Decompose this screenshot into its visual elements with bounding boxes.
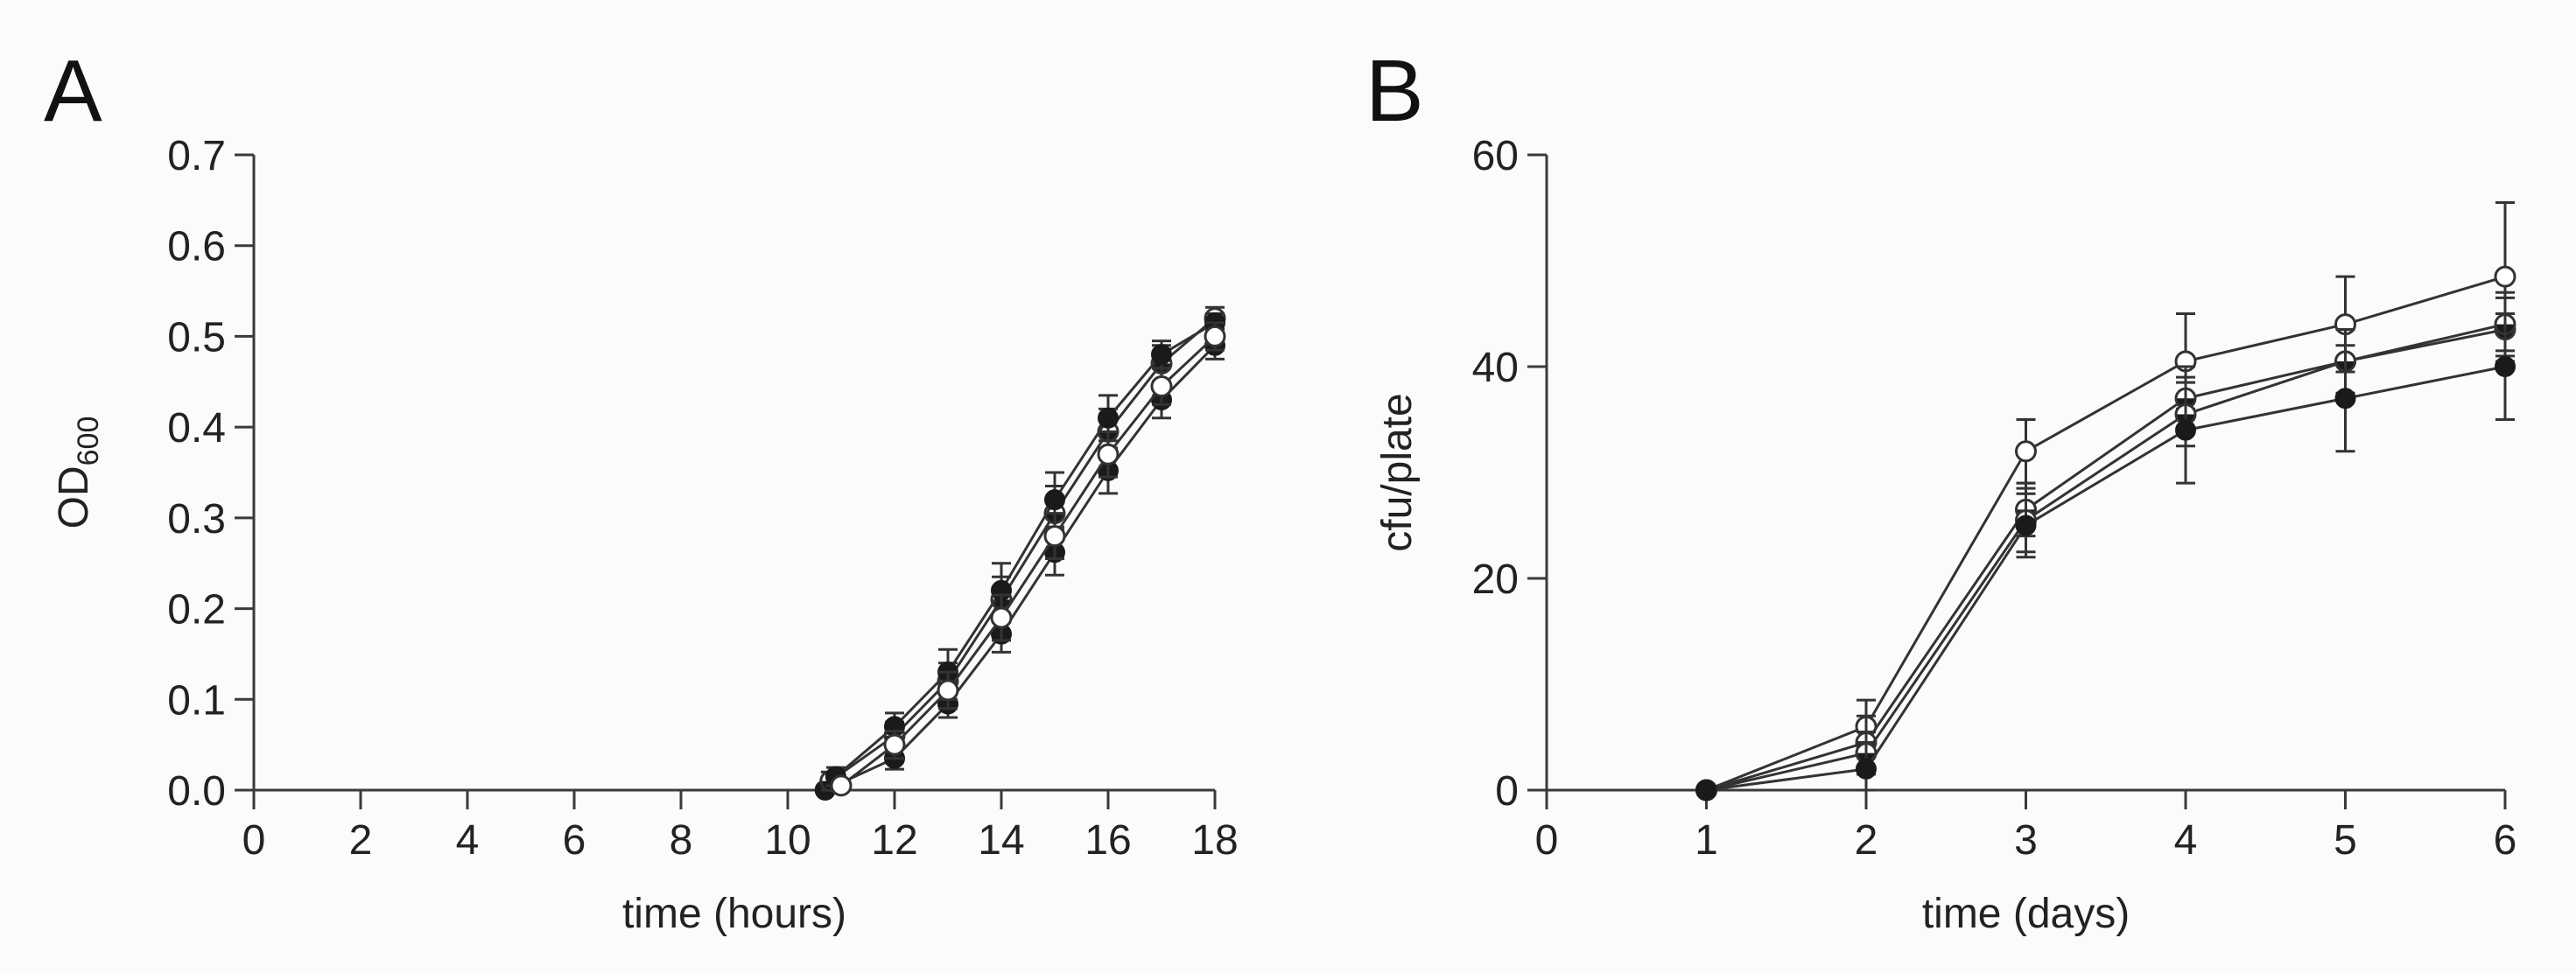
- x-tick-label: 3: [2014, 817, 2038, 864]
- panel-a: A 0.0 0.1 0.2 0.3 0.4 0.5 0.6 0.7 0 2 4 6 8 10 12 14 16 18…: [44, 42, 1239, 937]
- x-tick-label: 2: [349, 817, 373, 864]
- x-tick-label: 14: [978, 817, 1024, 864]
- panel-label: A: [44, 42, 102, 140]
- x-tick-label: 8: [670, 817, 693, 864]
- series-line: [1705, 275, 2506, 792]
- y-tick-label: 0.5: [167, 314, 226, 360]
- x-axis-title: time (days): [1922, 891, 2130, 937]
- series-4: [1695, 312, 2516, 801]
- x-tick-label: 10: [764, 817, 811, 864]
- y-tick-label: 0.2: [167, 587, 226, 634]
- y-tick-label: 20: [1472, 556, 1519, 603]
- x-tick-label: 5: [2334, 817, 2357, 864]
- x-tick-label: 16: [1084, 817, 1131, 864]
- y-tick-label: 0.6: [167, 224, 226, 270]
- series-4: [830, 321, 1226, 797]
- data-point: [2495, 356, 2516, 377]
- data-point: [990, 606, 1013, 629]
- data-point: [1204, 325, 1226, 347]
- y-axis-title-main: OD: [51, 466, 97, 528]
- data-point: [2015, 514, 2037, 536]
- x-tick-label: 0: [1535, 817, 1559, 864]
- series-1: [1695, 200, 2516, 802]
- y-tick-label: 0.7: [167, 133, 226, 179]
- series-line: [1706, 328, 2506, 792]
- x-tick-label: 12: [871, 817, 917, 864]
- series-3: [1695, 290, 2516, 802]
- x-axis-title: time (hours): [622, 891, 846, 937]
- series-1: [814, 330, 1225, 801]
- data-point: [2015, 440, 2037, 463]
- y-tick-label: 0.3: [167, 496, 226, 542]
- series-line: [1706, 323, 2506, 792]
- y-tick-label: 0.1: [167, 677, 226, 724]
- y-axis-title-main: cfu/plate: [1374, 393, 1421, 551]
- data-point: [883, 733, 906, 756]
- y-axis-title: OD600: [51, 416, 105, 529]
- data-point: [1856, 758, 1877, 780]
- y-tick-label: 0.4: [167, 405, 226, 452]
- x-tick-label: 6: [563, 817, 586, 864]
- data-point: [1097, 443, 1120, 466]
- series-line: [1706, 365, 2506, 792]
- y-axis-title: cfu/plate: [1374, 393, 1421, 551]
- panel-b: B 0 20 40 60 0 1 2 3 4 5 6 time (days) cfu/plate: [1365, 42, 2516, 937]
- y-tick-label: 40: [1472, 345, 1519, 391]
- x-tick-label: 4: [456, 817, 480, 864]
- x-tick-label: 0: [242, 817, 266, 864]
- data-point: [937, 679, 959, 702]
- data-point: [2175, 419, 2196, 441]
- data-point: [1150, 374, 1173, 397]
- series-2: [1695, 296, 2516, 802]
- data-point: [2494, 265, 2516, 288]
- x-tick-label: 4: [2174, 817, 2198, 864]
- y-axis-title-subscript: 600: [72, 416, 105, 466]
- y-tick-label: 60: [1472, 133, 1519, 179]
- data-point: [1098, 407, 1119, 429]
- data-point: [830, 774, 853, 797]
- x-tick-label: 6: [2494, 817, 2517, 864]
- series-line: [834, 321, 1216, 778]
- series-line: [840, 335, 1217, 788]
- x-tick-label: 18: [1191, 817, 1238, 864]
- y-tick-label: 0.0: [167, 768, 226, 815]
- y-tick-label: 0: [1495, 768, 1519, 815]
- data-point: [1043, 525, 1066, 548]
- data-point: [1151, 344, 1172, 366]
- panel-label: B: [1365, 42, 1424, 140]
- x-tick-label: 1: [1695, 817, 1718, 864]
- data-point: [1695, 780, 1717, 801]
- data-point: [2334, 388, 2356, 410]
- data-point: [1044, 489, 1065, 511]
- x-tick-label: 2: [1855, 817, 1878, 864]
